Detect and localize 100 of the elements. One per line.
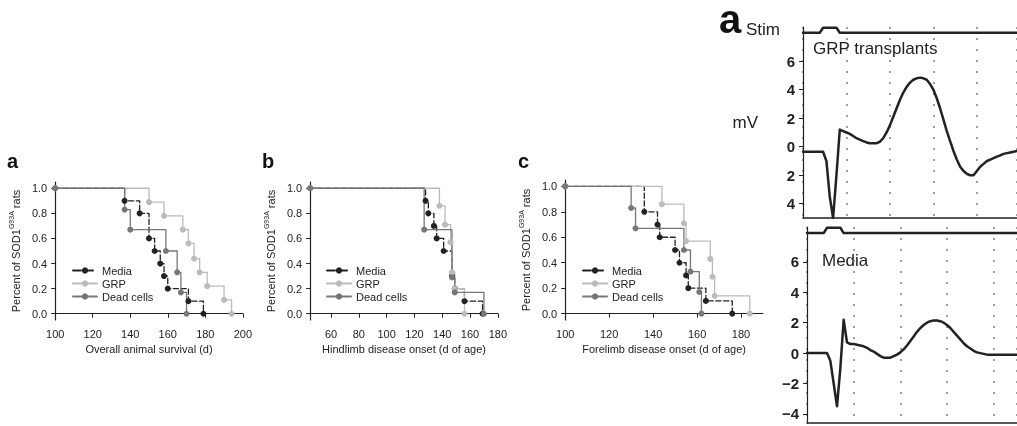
point <box>200 310 207 317</box>
point <box>162 248 169 254</box>
point <box>136 210 143 217</box>
point <box>658 201 665 208</box>
point <box>683 272 690 279</box>
legend-label: GRP <box>102 277 126 290</box>
x-tick-label: 60 <box>324 327 338 340</box>
y-tick-label: 0.0 <box>541 307 558 320</box>
point <box>654 221 661 228</box>
point <box>430 222 437 229</box>
x-tick-label: 140 <box>643 327 663 340</box>
point <box>121 197 128 204</box>
y-tick-label: −2 <box>781 375 799 392</box>
point <box>146 199 153 206</box>
y-tick-label: 0.8 <box>31 207 48 220</box>
x-tick-label: 180 <box>196 327 215 340</box>
point <box>436 202 443 209</box>
y-tick-label: 0 <box>790 344 799 362</box>
chart-title: b <box>262 150 275 172</box>
point <box>185 298 192 305</box>
point <box>179 226 186 233</box>
x-tick-label: 160 <box>687 327 707 340</box>
annotation: Media <box>822 251 869 270</box>
y-tick-label: −4 <box>781 405 800 423</box>
point <box>448 269 455 276</box>
point <box>746 310 753 317</box>
series-label: Stim <box>746 20 780 39</box>
legend-label: Media <box>356 264 387 277</box>
y-tick-label: 0.6 <box>541 231 558 244</box>
point <box>185 240 192 247</box>
legend-label: Dead cells <box>612 290 664 303</box>
y-tick-label: 0.6 <box>31 232 48 245</box>
x-tick-label: 180 <box>488 327 507 340</box>
point <box>461 310 468 317</box>
x-tick-label: 80 <box>352 327 365 340</box>
point <box>157 260 164 267</box>
point <box>433 235 440 242</box>
y-tick-label: 0.2 <box>541 282 558 295</box>
point <box>425 210 432 217</box>
x-tick-label: 160 <box>158 327 177 340</box>
y-tick-label: 1.0 <box>31 182 48 195</box>
point <box>221 296 228 303</box>
point <box>164 285 171 292</box>
x-tick-label: 140 <box>121 327 140 340</box>
x-tick-label: 160 <box>460 327 480 340</box>
point <box>442 221 449 228</box>
legend-label: GRP <box>356 277 380 290</box>
y-tick-label: 1.0 <box>286 182 303 195</box>
legend-label: Dead cells <box>356 290 408 303</box>
point <box>196 269 203 276</box>
y-tick-label: 6 <box>790 253 799 271</box>
y-tick-label: 4 <box>786 195 796 213</box>
point <box>177 289 184 296</box>
point <box>628 205 635 211</box>
point <box>204 283 211 290</box>
x-tick-label: 200 <box>233 327 252 340</box>
point <box>183 310 190 317</box>
x-tick-label: 180 <box>731 327 751 340</box>
point <box>696 289 703 295</box>
point <box>151 248 158 254</box>
x-axis-title: Hindlimb disease onset (d of age) <box>322 343 486 356</box>
point <box>174 269 181 276</box>
y-tick-label: 0.2 <box>286 282 303 295</box>
x-tick-label: 120 <box>83 327 102 340</box>
x-tick-label: 120 <box>405 327 424 340</box>
point <box>709 273 716 280</box>
y-tick-label: 0.4 <box>541 256 558 269</box>
point <box>161 212 168 219</box>
annotation: GRP transplants <box>813 39 938 58</box>
x-tick-label: 140 <box>433 327 452 340</box>
x-tick-label: 100 <box>377 327 396 340</box>
legend-label: Media <box>102 264 133 277</box>
point <box>729 310 736 317</box>
x-tick-label: 100 <box>556 327 575 340</box>
point <box>161 273 168 280</box>
y-tick-label: 4 <box>790 283 800 301</box>
point <box>676 259 683 266</box>
y-tick-label: 0.0 <box>31 307 48 320</box>
point <box>121 206 128 213</box>
chart-title: a <box>7 150 19 172</box>
y-tick-label: 0.6 <box>286 232 303 245</box>
y-tick-label: 0.4 <box>31 257 48 270</box>
point <box>683 238 690 245</box>
point <box>680 220 687 227</box>
point <box>421 226 428 233</box>
x-tick-label: 100 <box>46 327 65 340</box>
y-tick-label: 2 <box>790 314 799 332</box>
point <box>685 285 692 292</box>
point <box>146 235 153 242</box>
x-tick-label: 120 <box>599 327 619 340</box>
point <box>451 289 458 296</box>
y-tick-label: 4 <box>786 81 796 99</box>
point <box>422 197 429 204</box>
y-tick-label: 0 <box>786 138 795 156</box>
y-tick-label: 2 <box>786 109 795 127</box>
y-tick-label: 0.8 <box>286 207 303 220</box>
point <box>228 310 235 317</box>
legend-label: GRP <box>612 277 636 290</box>
point <box>461 298 468 305</box>
point <box>656 234 663 241</box>
